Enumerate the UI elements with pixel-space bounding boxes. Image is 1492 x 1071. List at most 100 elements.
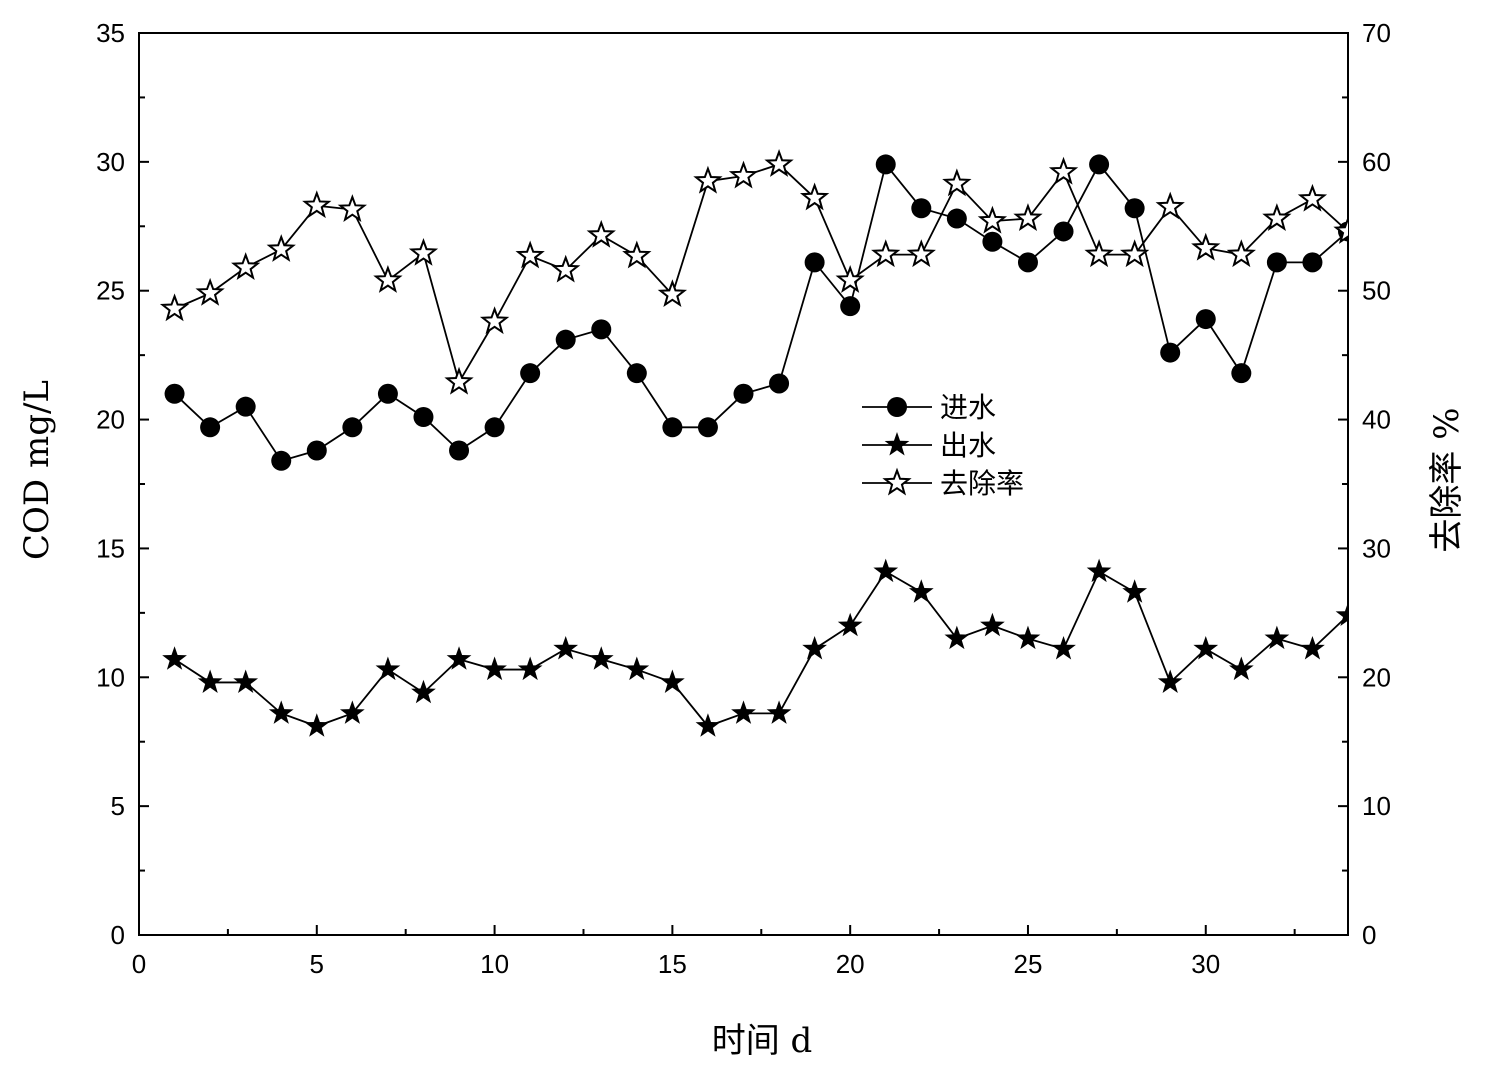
plot-axes: 0 5 10 15 20 25 30 0 5 10 15 20 25 30 35 0 10 20 30 40 50 60 7… — [96, 18, 1391, 979]
data-point-filled-star — [1335, 602, 1348, 626]
data-point-open-star — [479, 306, 510, 335]
data-point-filled-circle — [1231, 363, 1252, 384]
x-tick-label: 5 — [310, 949, 324, 979]
data-point-filled-star — [339, 700, 365, 724]
y2-tick-label: 70 — [1362, 18, 1391, 48]
data-point-filled-star — [731, 700, 756, 724]
series-layer — [159, 149, 1348, 737]
data-point-open-star — [835, 265, 865, 293]
data-point-filled-circle — [306, 440, 327, 461]
data-point-filled-star — [624, 656, 650, 681]
data-point-filled-circle — [946, 208, 967, 229]
data-point-filled-circle — [1089, 154, 1110, 175]
data-point-open-star — [657, 279, 688, 308]
data-point-filled-star — [517, 656, 543, 681]
data-point-filled-star — [873, 558, 899, 583]
data-point-open-star — [1226, 239, 1256, 268]
data-point-filled-star — [482, 656, 507, 681]
data-point-filled-star — [1228, 656, 1254, 681]
data-point-filled-circle — [626, 363, 647, 384]
data-point-filled-circle — [200, 417, 221, 438]
data-point-filled-circle — [271, 450, 292, 471]
data-point-open-star — [871, 239, 901, 268]
data-point-open-star — [195, 277, 225, 306]
data-point-filled-star — [766, 700, 792, 724]
y2-tick-label: 0 — [1362, 920, 1376, 950]
data-point-open-star — [1013, 203, 1043, 232]
data-point-filled-star — [1086, 558, 1112, 583]
data-point-filled-circle — [449, 440, 470, 461]
x-tick-label: 30 — [1191, 949, 1220, 979]
data-point-filled-circle — [840, 296, 861, 317]
data-point-filled-star — [1264, 625, 1290, 650]
data-point-open-star — [1297, 183, 1328, 212]
data-point-open-star — [728, 160, 759, 189]
data-point-open-star — [302, 190, 332, 219]
data-point-open-star — [337, 194, 367, 222]
y-tick-label: 35 — [96, 18, 125, 48]
data-point-open-star — [977, 205, 1008, 234]
y-axis-title: COD mg/L — [17, 380, 57, 560]
data-point-open-star — [1084, 239, 1114, 268]
data-point-open-star — [408, 237, 439, 266]
x-axis-title: 时间 d — [712, 1021, 813, 1061]
data-point-open-star — [693, 165, 723, 194]
data-point-filled-circle — [555, 329, 576, 350]
series-line-filled-circle — [173, 162, 1348, 462]
data-point-filled-circle — [1302, 252, 1323, 273]
series-filled-circle — [164, 154, 1348, 471]
x-tick-label: 15 — [658, 949, 687, 979]
data-point-open-star — [622, 240, 652, 269]
legend-marker — [884, 432, 910, 456]
data-point-filled-circle — [1017, 252, 1038, 273]
y-tick-label: 15 — [96, 533, 125, 563]
data-point-open-star — [764, 149, 794, 177]
legend-marker — [887, 397, 907, 417]
data-point-filled-circle — [697, 417, 718, 438]
data-point-filled-star — [304, 713, 330, 737]
data-point-filled-star — [944, 625, 970, 650]
data-point-filled-star — [1300, 635, 1325, 660]
data-point-filled-circle — [342, 417, 363, 438]
data-point-open-star — [942, 168, 972, 197]
x-tick-label: 10 — [480, 949, 509, 979]
data-point-filled-star — [1051, 635, 1076, 660]
x-tick-label: 0 — [132, 949, 146, 979]
data-point-open-star — [1048, 156, 1079, 185]
data-point-filled-circle — [377, 383, 398, 404]
legend-label: 进水 — [940, 391, 996, 424]
data-point-filled-star — [660, 669, 685, 693]
data-point-open-star — [799, 182, 830, 211]
data-point-open-star — [444, 366, 474, 395]
y2-tick-label: 50 — [1362, 276, 1391, 306]
series-line-open-star — [174, 163, 1348, 385]
legend-label: 去除率 — [940, 467, 1024, 500]
data-point-filled-circle — [235, 396, 256, 417]
data-point-filled-star — [162, 646, 187, 670]
data-point-filled-circle — [413, 406, 434, 427]
data-point-open-star — [231, 252, 261, 280]
data-point-filled-circle — [982, 231, 1003, 252]
data-point-filled-star — [802, 635, 827, 660]
data-point-open-star — [1120, 239, 1150, 268]
series-filled-star — [162, 558, 1348, 737]
data-point-filled-star — [411, 679, 436, 704]
data-point-filled-circle — [520, 363, 541, 384]
data-point-filled-circle — [875, 154, 896, 175]
data-point-filled-star — [588, 646, 614, 670]
data-point-filled-star — [233, 669, 259, 693]
data-point-filled-star — [695, 713, 721, 737]
series-open-star — [159, 149, 1348, 395]
data-point-filled-circle — [911, 198, 932, 219]
data-point-filled-circle — [769, 373, 790, 394]
data-point-filled-circle — [1160, 342, 1181, 363]
series-line-filled-star — [174, 570, 1348, 728]
data-point-filled-star — [980, 612, 1005, 637]
data-point-filled-star — [553, 635, 579, 660]
y2-tick-label: 30 — [1362, 533, 1391, 563]
data-point-filled-circle — [1053, 221, 1074, 242]
data-point-filled-circle — [1124, 198, 1145, 219]
data-point-filled-star — [908, 579, 934, 603]
data-point-filled-star — [1122, 579, 1148, 603]
